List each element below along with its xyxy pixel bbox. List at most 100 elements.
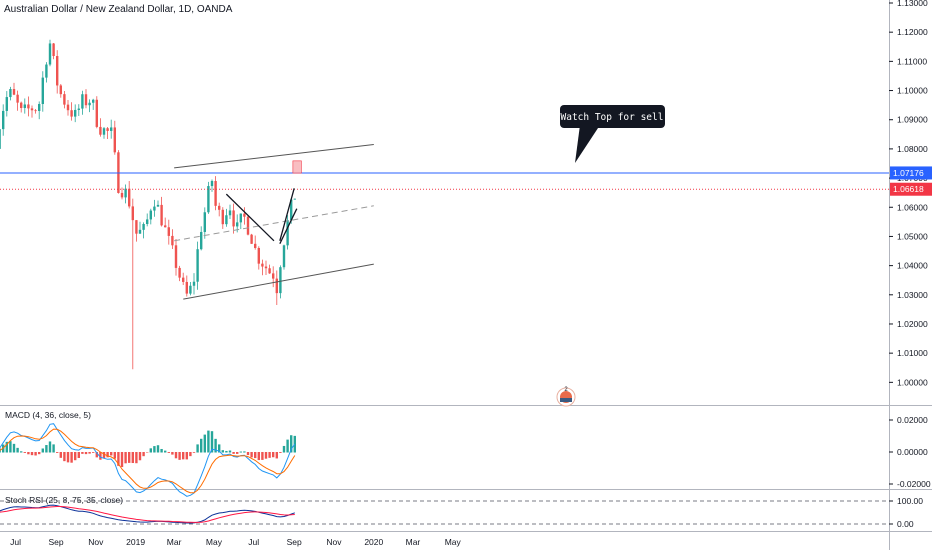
macd-histogram-bar <box>84 452 88 455</box>
macd-histogram-bar <box>257 452 260 461</box>
macd-histogram-bar <box>128 452 131 463</box>
candle-body <box>23 104 26 108</box>
drawings-layer[interactable] <box>0 144 889 300</box>
macd-histogram-bar <box>63 452 66 462</box>
macd-histogram-bar <box>59 452 62 458</box>
candle-body <box>63 94 66 105</box>
candle-body <box>218 205 221 210</box>
time-tick-label: Jul <box>10 537 21 547</box>
candle-body <box>142 224 145 230</box>
candle-body <box>41 77 44 105</box>
macd-histogram-bar <box>70 452 73 463</box>
stoch-rsi-pane[interactable]: 100.00 0.00 <box>0 496 923 529</box>
macd-histogram-bar <box>275 452 278 459</box>
candle-body <box>182 277 185 282</box>
stoch-tick-label: 100.00 <box>897 496 923 506</box>
candle-body <box>261 263 264 267</box>
candle-body <box>120 192 124 198</box>
candle-body <box>160 204 163 226</box>
svg-text:2: 2 <box>564 387 568 393</box>
macd-histogram-bar <box>185 452 188 460</box>
macd-histogram-bar <box>232 452 235 454</box>
callout-text: Watch Top for sell <box>561 112 664 123</box>
candle-body <box>174 245 178 268</box>
time-tick-label: Mar <box>406 537 421 547</box>
candle-body <box>81 94 84 109</box>
candle-body <box>210 181 214 187</box>
candle-body <box>225 215 228 225</box>
macd-histogram-bar <box>164 450 167 453</box>
candle-body <box>232 210 235 227</box>
macd-histogram-bar <box>102 452 106 459</box>
price-tick-label: 1.05000 <box>897 231 928 241</box>
callout[interactable]: Watch Top for sell <box>560 105 665 163</box>
candle-body <box>279 267 282 294</box>
macd-histogram-bar <box>95 452 98 458</box>
callout-box[interactable] <box>560 105 665 128</box>
macd-pane[interactable]: 0.02000 0.00000 -0.02000 <box>0 415 931 497</box>
macd-histogram-bar <box>146 452 149 453</box>
candle-body <box>30 108 34 111</box>
level-price-tag-text: 1.07176 <box>893 168 924 178</box>
macd-histogram-bar <box>9 441 12 453</box>
time-tick-label: 2019 <box>126 537 145 547</box>
price-tick-label: 1.11000 <box>897 56 927 66</box>
stoch-k-line <box>0 504 295 524</box>
candle-body <box>66 104 70 111</box>
macd-label: MACD (4, 36, close, 5) <box>5 410 91 420</box>
time-tick-label: Sep <box>287 537 302 547</box>
time-axis[interactable]: Jul Sep Nov 2019 Mar May Jul Sep Nov 2020 Mar May <box>10 537 461 547</box>
time-tick-label: 2020 <box>364 537 383 547</box>
candle-body <box>243 213 246 217</box>
current-price-tag-text: 1.06618 <box>893 184 924 194</box>
macd-histogram-bar <box>171 452 174 455</box>
candle-body <box>214 181 217 206</box>
macd-histogram-bar <box>156 445 160 453</box>
price-axis[interactable]: 1.13000 1.12000 1.11000 1.10000 1.09000 1.080… <box>889 0 932 387</box>
macd-histogram-bar <box>120 452 124 468</box>
time-tick-label: Nov <box>326 537 342 547</box>
candle-body <box>239 213 242 223</box>
candle-body <box>106 128 109 131</box>
macd-tick-label: 0.00000 <box>897 447 928 457</box>
candle-body <box>200 231 203 250</box>
trendline <box>225 193 275 242</box>
price-tick-label: 1.03000 <box>897 290 928 300</box>
candle-body <box>189 285 192 294</box>
macd-histogram-bar <box>45 445 48 453</box>
candle-body <box>286 220 289 246</box>
candle-body <box>246 216 250 235</box>
macd-histogram-bar <box>272 452 275 458</box>
candle-body <box>95 99 98 127</box>
candle-body <box>102 128 106 135</box>
candle-body <box>131 206 134 221</box>
candle-body <box>185 281 188 294</box>
macd-histogram-bar <box>5 441 8 453</box>
signal-line <box>0 428 296 494</box>
macd-histogram-bar <box>117 452 120 466</box>
price-tick-label: 1.08000 <box>897 144 928 154</box>
macd-histogram-bar <box>210 431 214 453</box>
price-pane[interactable] <box>0 39 296 370</box>
candle-body <box>236 222 239 227</box>
price-tick-label: 1.12000 <box>897 27 928 37</box>
price-tick-label: 1.06000 <box>897 202 928 212</box>
candle-body <box>290 199 293 221</box>
macd-histogram-bar <box>41 448 44 453</box>
candle-body <box>293 198 296 200</box>
candle-body <box>45 64 48 78</box>
candle-body <box>20 102 23 108</box>
candle-body <box>149 210 152 220</box>
trendline <box>174 144 374 169</box>
macd-histogram-bar <box>138 452 142 461</box>
candle-body <box>92 99 95 103</box>
macd-histogram-bar <box>254 452 257 459</box>
macd-histogram-bar <box>221 450 224 453</box>
candle-body <box>110 127 113 131</box>
macd-histogram-bar <box>239 451 242 453</box>
candle-body <box>171 235 174 246</box>
candle-body <box>2 110 5 130</box>
macd-histogram-bar <box>214 438 217 453</box>
macd-histogram-bar <box>236 452 239 454</box>
